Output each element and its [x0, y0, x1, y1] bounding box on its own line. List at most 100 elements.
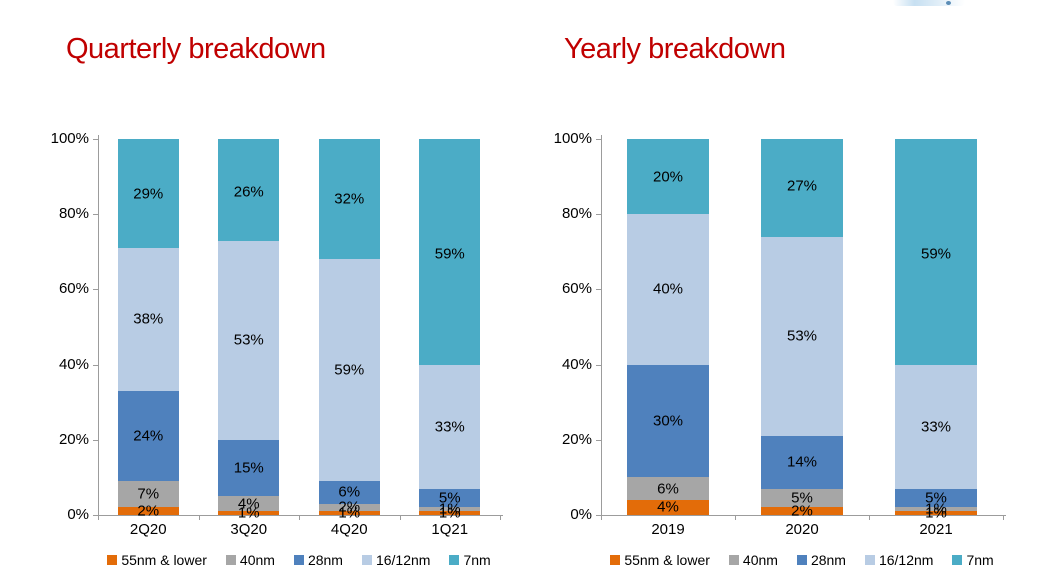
- bar-segment-55nm-lower-1q21: [419, 511, 481, 515]
- bar-segment-16-12nm-2019: [627, 214, 709, 365]
- legend-item-28nm: 28nm: [796, 552, 846, 568]
- bar-segment-value-55nm-lower-2019: 4%: [657, 498, 679, 516]
- bar-segment-value-40nm-1q21: 1%: [438, 500, 461, 518]
- bar-segment-40nm-3q20: [218, 496, 280, 512]
- y-axis-line: [98, 135, 99, 515]
- quarterly-breakdown-panel: Quarterly breakdown 0% 20% 40% 60% 80% 100% 2%…: [50, 33, 503, 568]
- bar-segment-value-28nm-2020: 14%: [786, 453, 818, 471]
- bar-segment-16-12nm-1q21: [419, 364, 481, 489]
- x-axis-tick: [98, 515, 99, 520]
- y-axis-tick: [93, 214, 98, 215]
- legend-swatch-icon: [728, 555, 739, 565]
- legend-item-16-12nm: 16/12nm: [361, 552, 431, 568]
- bar-segment-value-16-12nm-2021: 33%: [920, 418, 952, 436]
- bar-segment-value-7nm-4q20: 32%: [334, 190, 365, 208]
- x-category-label-2q20: 2Q20: [129, 521, 167, 538]
- bar-segment-value-55nm-lower-2021: 1%: [925, 504, 947, 522]
- x-category-label-4q20: 4Q20: [330, 521, 368, 538]
- legend-item-55nm-lower: 55nm & lower: [610, 552, 710, 568]
- quarterly-chart-title: Quarterly breakdown: [66, 33, 326, 65]
- legend-swatch-icon: [796, 555, 807, 565]
- bar-segment-value-28nm-2019: 30%: [652, 412, 684, 430]
- legend-item-55nm-lower: 55nm & lower: [107, 552, 207, 568]
- bar-segment-7nm-4q20: [318, 139, 380, 260]
- bar-segment-value-40nm-3q20: 4%: [237, 495, 260, 513]
- yearly-chart-title: Yearly breakdown: [564, 33, 786, 65]
- legend-label: 16/12nm: [878, 552, 934, 568]
- bar-segment-16-12nm-3q20: [218, 240, 280, 440]
- bar-segment-value-16-12nm-1q21: 33%: [434, 418, 465, 436]
- y-axis-tick-label: 100%: [50, 130, 89, 147]
- bar-segment-value-16-12nm-2q20: 38%: [133, 310, 164, 328]
- bar-segment-40nm-2019: [627, 477, 709, 500]
- bar-segment-value-40nm-2020: 5%: [791, 489, 813, 507]
- legend-swatch-icon: [293, 555, 304, 565]
- x-axis-tick: [869, 515, 870, 520]
- x-axis-tick: [400, 515, 401, 520]
- bar-segment-55nm-lower-2019: [627, 499, 709, 515]
- x-category-label-2020: 2020: [785, 521, 819, 538]
- legend-item-40nm: 40nm: [225, 552, 275, 568]
- x-axis-line: [601, 515, 1006, 516]
- bar-segment-value-40nm-2019: 6%: [657, 480, 679, 498]
- x-category-label-2019: 2019: [651, 521, 685, 538]
- bar-segment-28nm-2020: [761, 436, 843, 489]
- bar-segment-value-55nm-lower-2020: 2%: [791, 502, 813, 520]
- bar-segment-value-40nm-4q20: 2%: [338, 498, 361, 516]
- legend-item-16-12nm: 16/12nm: [864, 552, 934, 568]
- bar-segment-7nm-2019: [627, 139, 709, 215]
- legend-swatch-icon: [864, 555, 875, 565]
- y-axis-tick: [596, 139, 601, 140]
- bar-segment-40nm-2021: [895, 507, 977, 512]
- y-axis-tick-label: 80%: [561, 205, 592, 222]
- legend-label: 16/12nm: [375, 552, 431, 568]
- bar-segment-value-16-12nm-3q20: 53%: [233, 331, 264, 349]
- legend-label: 40nm: [742, 552, 778, 568]
- legend: 55nm & lower 40nm 28nm 16/12nm 7nm: [601, 551, 1003, 569]
- y-axis-tick: [596, 365, 601, 366]
- bar-segment-value-7nm-2021: 59%: [920, 245, 952, 263]
- bar-segment-28nm-1q21: [419, 488, 481, 508]
- logo-fragment: [893, 0, 965, 6]
- x-category-label-1q21: 1Q21: [431, 521, 469, 538]
- legend-item-7nm: 7nm: [449, 552, 491, 568]
- bar-segment-16-12nm-2020: [761, 236, 843, 437]
- bar-segment-7nm-3q20: [218, 139, 280, 241]
- x-category-label-3q20: 3Q20: [230, 521, 268, 538]
- y-axis-tick: [93, 515, 98, 516]
- y-axis-tick-label: 0%: [570, 506, 592, 523]
- bar-segment-55nm-lower-2021: [895, 511, 977, 515]
- logo-dot-icon: [946, 1, 951, 5]
- y-axis-tick-label: 60%: [561, 280, 592, 297]
- yearly-stacked-bar-chart: 0% 20% 40% 60% 80% 100% 4% 6% 30% 40% 20% 2019 2% 5% 1…: [531, 0, 1062, 588]
- y-axis-tick: [596, 214, 601, 215]
- bar-segment-value-16-12nm-2020: 53%: [786, 327, 818, 345]
- bar-segment-value-55nm-lower-2q20: 2%: [137, 502, 160, 520]
- bar-segment-40nm-2020: [761, 488, 843, 508]
- bar-segment-16-12nm-2021: [895, 364, 977, 489]
- y-axis-tick: [93, 139, 98, 140]
- bar-segment-value-7nm-1q21: 59%: [434, 245, 465, 263]
- bar-segment-value-55nm-lower-3q20: 1%: [237, 504, 260, 522]
- yearly-breakdown-panel: Yearly breakdown 0% 20% 40% 60% 80% 100% 4% 6% 3…: [531, 0, 1062, 588]
- y-axis-tick: [596, 440, 601, 441]
- bar-segment-value-16-12nm-4q20: 59%: [334, 361, 365, 379]
- y-axis-tick: [596, 515, 601, 516]
- y-axis-tick-label: 100%: [553, 130, 592, 147]
- y-axis-tick: [93, 289, 98, 290]
- legend-item-7nm: 7nm: [952, 552, 994, 568]
- bar-segment-value-28nm-1q21: 5%: [438, 489, 461, 507]
- bar-segment-value-16-12nm-2019: 40%: [652, 280, 684, 298]
- bar-segment-value-28nm-2q20: 24%: [133, 427, 164, 445]
- bar-segment-value-55nm-lower-4q20: 1%: [338, 504, 361, 522]
- bar-segment-40nm-1q21: [419, 507, 481, 512]
- bar-segment-value-40nm-2q20: 7%: [137, 485, 160, 503]
- y-axis-tick-label: 0%: [67, 506, 89, 523]
- bar-segment-40nm-2q20: [117, 481, 179, 508]
- bar-segment-value-28nm-3q20: 15%: [233, 459, 264, 477]
- x-axis-line: [98, 515, 503, 516]
- bar-segment-40nm-4q20: [318, 503, 380, 512]
- quarterly-stacked-bar-chart: 0% 20% 40% 60% 80% 100% 2% 7% 24% 38% 29% 2Q20 1% 4% 1…: [50, 130, 503, 568]
- y-axis-tick: [93, 365, 98, 366]
